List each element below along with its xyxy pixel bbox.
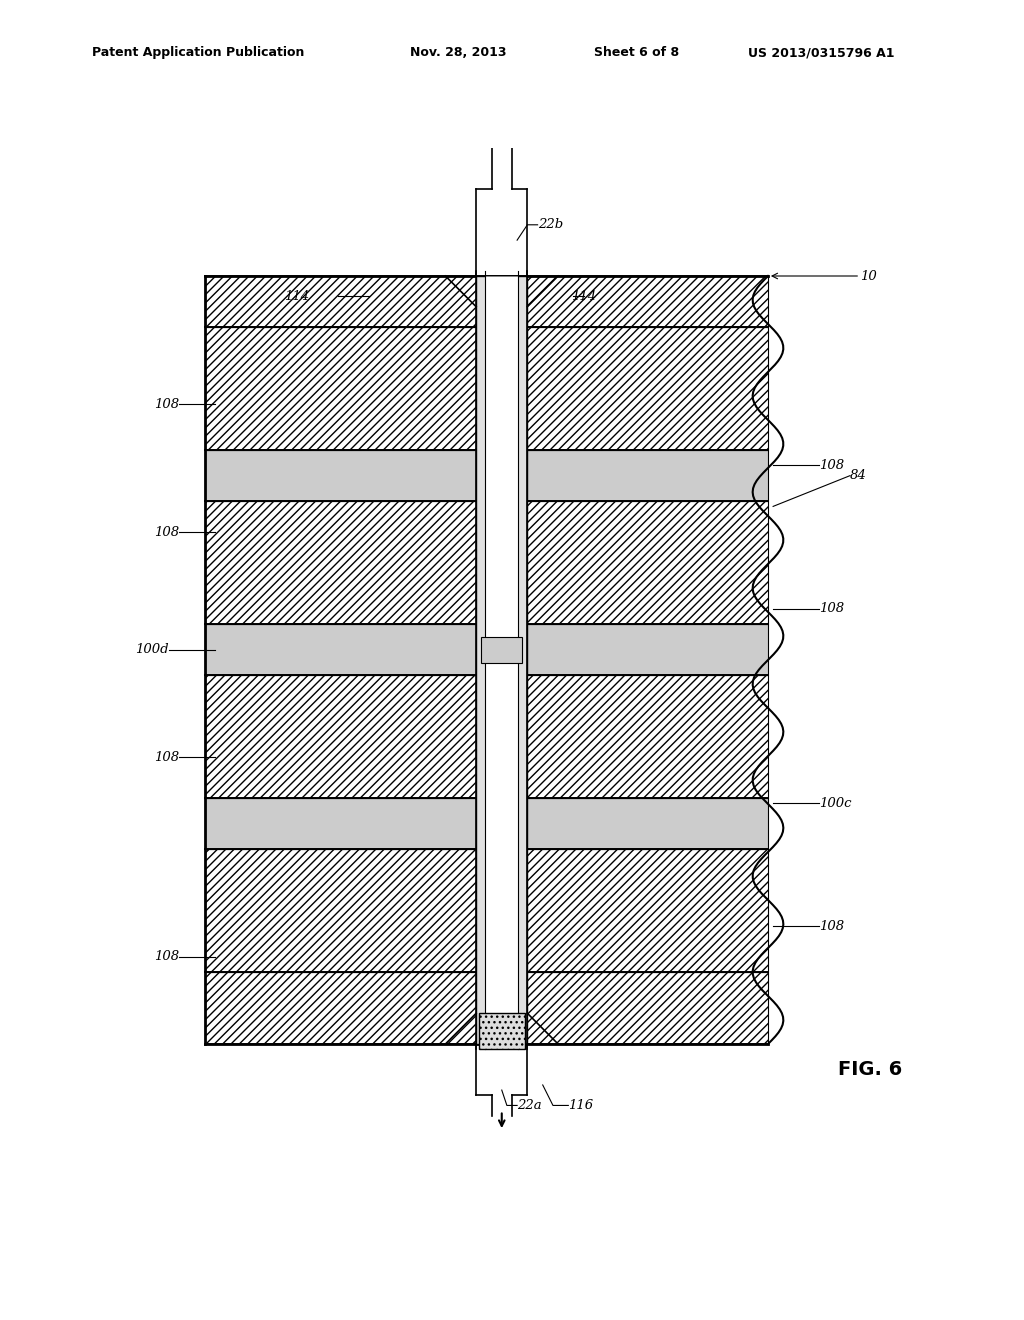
Bar <box>205 799 478 850</box>
Text: 114: 114 <box>571 290 596 304</box>
Text: 114: 114 <box>285 290 309 304</box>
Bar <box>205 276 478 327</box>
Bar <box>524 799 768 850</box>
Bar <box>205 450 478 502</box>
Text: FIG. 6: FIG. 6 <box>839 1060 902 1080</box>
Bar <box>485 276 518 1044</box>
Bar <box>524 850 768 973</box>
Bar <box>524 973 768 1044</box>
Text: 108: 108 <box>154 751 179 764</box>
Text: 22b: 22b <box>538 218 563 231</box>
Text: 84: 84 <box>850 469 866 482</box>
Text: 10: 10 <box>860 269 877 282</box>
Bar <box>205 850 478 973</box>
Text: 108: 108 <box>154 397 179 411</box>
Bar <box>524 676 768 799</box>
Bar <box>481 638 522 663</box>
Text: 108: 108 <box>154 525 179 539</box>
Text: 108: 108 <box>819 459 845 473</box>
Bar <box>524 450 768 502</box>
Bar <box>524 327 768 450</box>
Bar <box>205 624 478 676</box>
Bar <box>524 624 768 676</box>
Text: 108: 108 <box>819 602 845 615</box>
Bar <box>476 276 527 1044</box>
Text: 100d: 100d <box>135 643 169 656</box>
Text: Sheet 6 of 8: Sheet 6 of 8 <box>594 46 679 59</box>
Bar <box>478 1014 524 1049</box>
Bar <box>205 327 478 450</box>
Text: Patent Application Publication: Patent Application Publication <box>92 46 304 59</box>
Text: 22a: 22a <box>517 1100 542 1111</box>
Bar <box>205 973 478 1044</box>
Text: 108: 108 <box>819 920 845 933</box>
Text: 116: 116 <box>568 1100 594 1111</box>
Bar <box>205 676 478 799</box>
Text: US 2013/0315796 A1: US 2013/0315796 A1 <box>748 46 894 59</box>
Bar <box>205 502 478 624</box>
Bar <box>524 502 768 624</box>
Text: 108: 108 <box>154 950 179 964</box>
Text: 100c: 100c <box>819 797 852 810</box>
Bar <box>524 276 768 327</box>
Text: Nov. 28, 2013: Nov. 28, 2013 <box>410 46 506 59</box>
